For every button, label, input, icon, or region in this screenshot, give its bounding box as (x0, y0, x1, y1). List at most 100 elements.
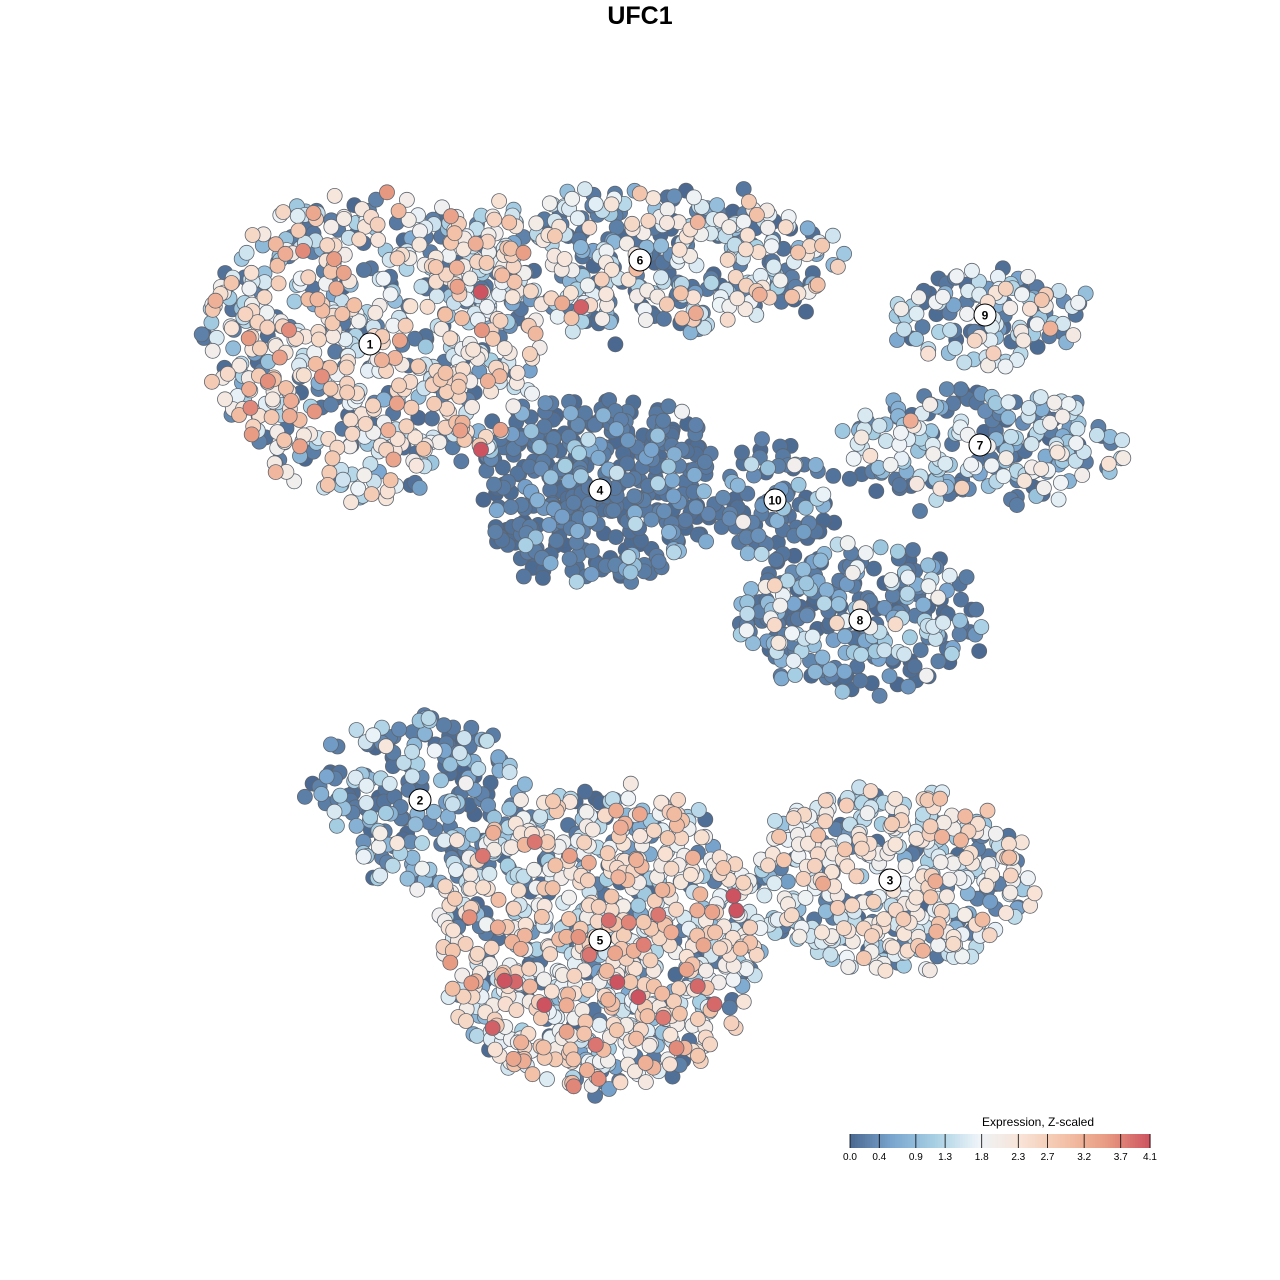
cell-point (765, 258, 782, 275)
cell-point (599, 962, 615, 979)
cell-point (624, 215, 640, 232)
cell-point (661, 524, 677, 540)
cell-point (452, 422, 469, 439)
cell-point (812, 552, 829, 569)
cell-point (564, 323, 581, 340)
cell-point (925, 446, 942, 463)
cell-point (828, 615, 845, 631)
cell-point (674, 403, 690, 420)
cell-point (739, 227, 756, 244)
cell-point (689, 902, 706, 919)
cell-point (571, 445, 587, 462)
cell-point (836, 245, 852, 262)
cell-point (814, 237, 830, 254)
cell-point (483, 940, 500, 956)
cell-point (738, 622, 755, 639)
cell-point (395, 755, 412, 771)
cell-point (922, 889, 939, 906)
cell-point (1020, 870, 1036, 887)
cell-point (193, 326, 210, 343)
cell-point (703, 274, 720, 291)
cell-point (966, 332, 983, 349)
cell-point (785, 653, 802, 669)
cell-point (289, 208, 306, 224)
cell-point (453, 453, 470, 470)
cell-point (712, 940, 728, 957)
cell-point (799, 220, 816, 237)
cell-point (853, 429, 870, 446)
cell-point (772, 597, 789, 614)
cell-point (558, 1023, 575, 1040)
cell-point (638, 1074, 654, 1090)
cell-point (890, 543, 906, 560)
cell-point (668, 901, 685, 918)
cell-point (900, 678, 917, 695)
cell-point (554, 295, 571, 312)
cell-point (381, 776, 398, 792)
cell-point (839, 535, 856, 552)
colorbar-tick-label: 2.7 (1041, 1152, 1055, 1163)
cell-point (358, 777, 375, 794)
cell-point (698, 533, 714, 550)
cell-point (643, 511, 660, 528)
cell-point (397, 317, 414, 334)
cell-point (804, 628, 821, 645)
cell-point (959, 305, 975, 322)
cell-point (554, 508, 571, 525)
cell-point (938, 381, 955, 398)
cell-point (295, 367, 312, 384)
cell-point (1001, 836, 1017, 852)
cell-point (531, 439, 548, 455)
cell-point (464, 826, 481, 843)
cell-point (501, 800, 518, 817)
cell-point (403, 399, 420, 416)
cell-point (844, 565, 861, 581)
cell-point (790, 476, 807, 493)
cell-point (908, 889, 925, 906)
cell-point (628, 1030, 645, 1047)
cell-point (829, 900, 846, 916)
cell-point (475, 879, 492, 896)
cell-point (799, 607, 815, 624)
cell-point (872, 539, 889, 556)
cell-point (484, 1020, 501, 1036)
cell-point (785, 810, 802, 827)
cell-point (734, 444, 750, 461)
cell-point (864, 928, 880, 944)
cell-point (979, 802, 996, 819)
cell-point (292, 438, 308, 455)
cell-point (347, 769, 364, 786)
cell-point (399, 870, 416, 887)
cell-point (467, 235, 484, 252)
cell-point (958, 850, 975, 866)
cell-point (256, 289, 273, 306)
cell-point (283, 392, 300, 409)
cell-point (568, 573, 585, 590)
cell-point (742, 919, 758, 936)
colorbar-tick-label: 1.3 (938, 1152, 952, 1163)
cell-point (772, 272, 789, 289)
cell-point (415, 440, 432, 457)
cell-point (561, 551, 578, 567)
cell-point (642, 952, 659, 969)
cell-point (766, 875, 783, 892)
cell-point (760, 460, 776, 477)
cell-point (348, 722, 365, 738)
cell-point (313, 368, 330, 385)
cell-point (489, 919, 506, 936)
cell-point (674, 310, 691, 327)
cell-point (750, 527, 767, 544)
cell-point (207, 292, 224, 309)
cell-point (721, 219, 738, 236)
cell-point (639, 1008, 656, 1025)
cell-point (725, 971, 742, 988)
cell-point (541, 517, 558, 533)
cell-point (504, 289, 521, 306)
cell-point (958, 569, 975, 585)
cell-point (630, 897, 647, 914)
colorbar-tick-label: 0.4 (872, 1152, 886, 1163)
cell-point (834, 683, 851, 700)
cell-point (988, 825, 1004, 842)
cell-point (539, 1071, 555, 1088)
cell-point (391, 377, 407, 394)
